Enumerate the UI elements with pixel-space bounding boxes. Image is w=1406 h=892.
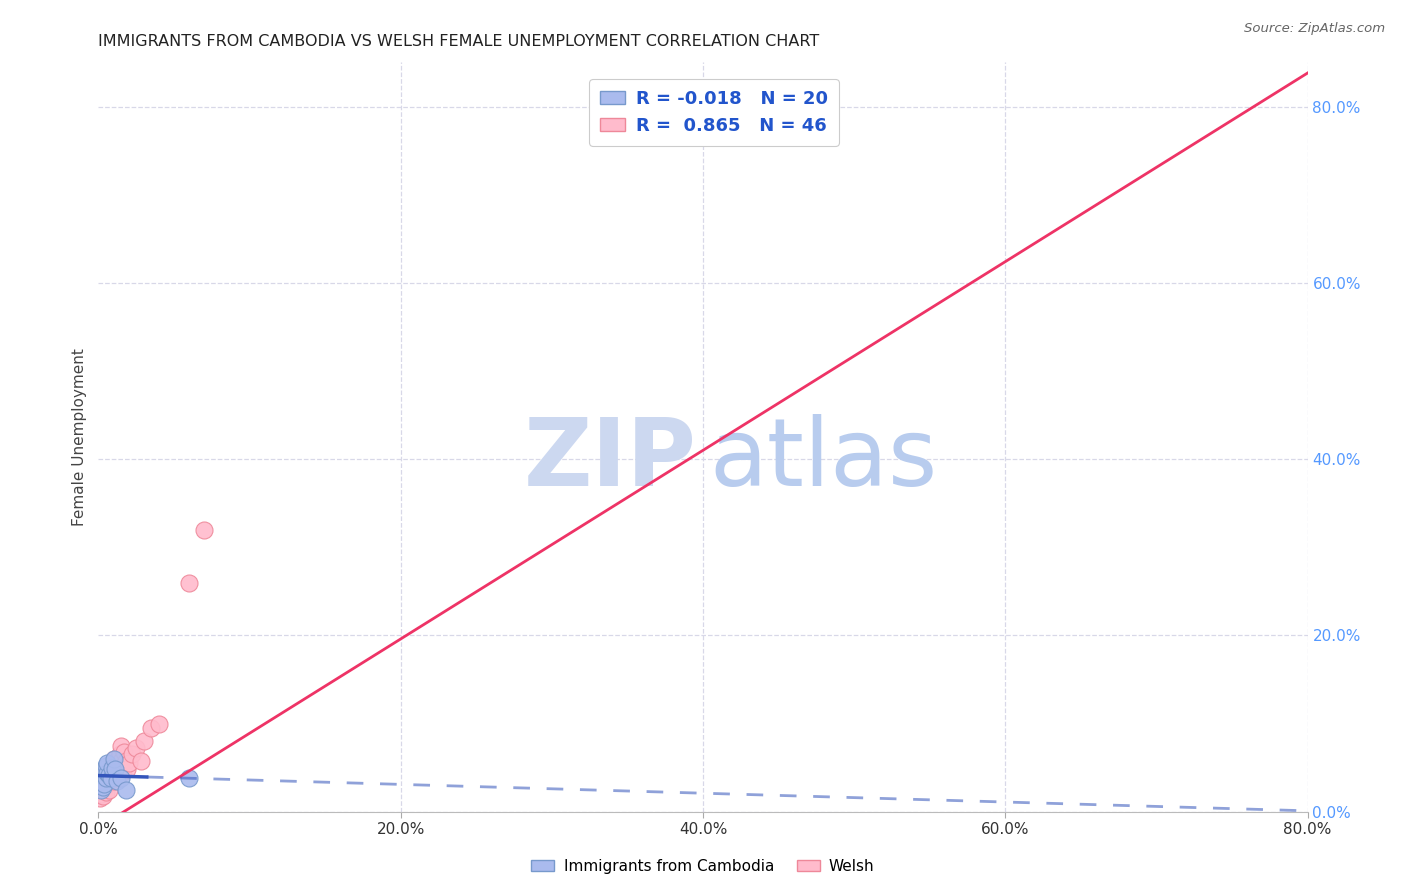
Text: IMMIGRANTS FROM CAMBODIA VS WELSH FEMALE UNEMPLOYMENT CORRELATION CHART: IMMIGRANTS FROM CAMBODIA VS WELSH FEMALE… — [98, 34, 820, 49]
Point — [103, 773, 125, 788]
Point — [129, 754, 152, 768]
Point — [98, 782, 121, 797]
Point — [108, 761, 131, 775]
Point — [110, 771, 132, 785]
Point — [96, 756, 118, 771]
Point — [104, 763, 127, 777]
Point — [104, 763, 127, 777]
Point — [110, 739, 132, 753]
Point — [114, 782, 136, 797]
Point — [107, 752, 129, 766]
Point — [90, 773, 112, 788]
Point — [114, 754, 136, 768]
Point — [118, 756, 141, 771]
Point — [89, 778, 111, 792]
Point — [100, 769, 122, 783]
Text: Source: ZipAtlas.com: Source: ZipAtlas.com — [1244, 22, 1385, 36]
Point — [90, 787, 112, 801]
Point — [96, 766, 118, 780]
Point — [96, 776, 118, 790]
Point — [93, 773, 115, 788]
Point — [91, 769, 114, 783]
Legend: R = -0.018   N = 20, R =  0.865   N = 46: R = -0.018 N = 20, R = 0.865 N = 46 — [589, 79, 839, 145]
Point — [93, 776, 115, 790]
Point — [111, 765, 134, 780]
Point — [104, 771, 127, 785]
Point — [90, 778, 112, 792]
Point — [121, 747, 143, 762]
Point — [179, 575, 201, 590]
Point — [101, 771, 124, 785]
Point — [105, 767, 128, 781]
Point — [98, 765, 121, 780]
Point — [132, 734, 155, 748]
Point — [96, 767, 118, 781]
Point — [179, 771, 201, 785]
Point — [105, 773, 128, 788]
Point — [89, 782, 111, 797]
Legend: Immigrants from Cambodia, Welsh: Immigrants from Cambodia, Welsh — [526, 853, 880, 880]
Point — [110, 754, 132, 768]
Point — [91, 771, 114, 785]
Point — [98, 773, 121, 788]
Point — [91, 789, 114, 803]
Point — [98, 767, 121, 781]
Point — [89, 791, 111, 805]
Point — [94, 769, 117, 783]
Point — [105, 756, 128, 771]
Point — [93, 763, 115, 777]
Point — [103, 765, 125, 780]
Point — [100, 761, 122, 775]
Point — [148, 716, 170, 731]
Point — [115, 763, 138, 777]
Point — [103, 752, 125, 766]
Text: atlas: atlas — [709, 414, 938, 506]
Point — [94, 785, 117, 799]
Point — [103, 752, 125, 766]
Point — [100, 771, 122, 785]
Point — [91, 780, 114, 794]
Point — [125, 741, 148, 756]
Point — [93, 782, 115, 797]
Point — [101, 756, 124, 771]
Point — [112, 745, 135, 759]
Point — [90, 782, 112, 797]
Point — [108, 747, 131, 762]
Point — [94, 778, 117, 792]
Text: ZIP: ZIP — [524, 414, 697, 506]
Point — [141, 721, 163, 735]
Point — [91, 780, 114, 794]
Y-axis label: Female Unemployment: Female Unemployment — [72, 348, 87, 526]
Point — [193, 523, 215, 537]
Point — [94, 771, 117, 785]
Point — [101, 761, 124, 775]
Point — [94, 759, 117, 773]
